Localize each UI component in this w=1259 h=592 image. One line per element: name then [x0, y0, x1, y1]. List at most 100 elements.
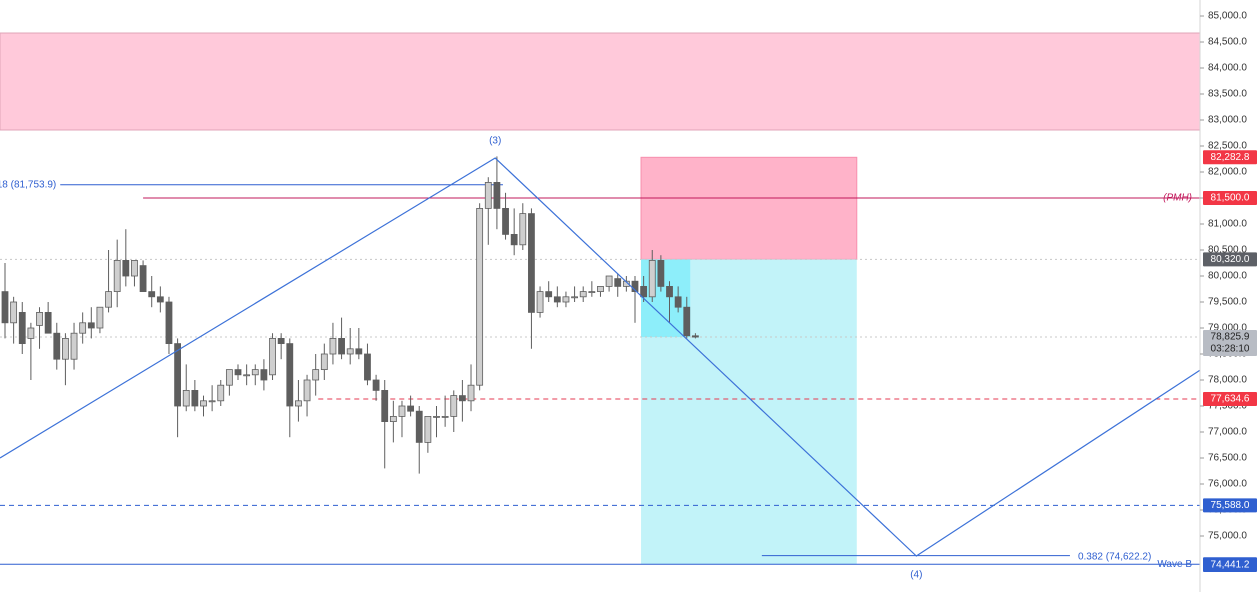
candle-body	[692, 335, 699, 338]
candle-body	[243, 374, 251, 377]
candle-body	[165, 301, 173, 345]
price-label-box	[1203, 252, 1257, 267]
candle-body	[510, 234, 518, 246]
candle-body	[458, 395, 466, 402]
candle-body	[10, 301, 18, 324]
candle-body	[329, 338, 337, 355]
candle-body	[87, 322, 95, 329]
candle-body	[36, 312, 43, 326]
price-label: 80,320.0	[1211, 254, 1250, 265]
candle-body	[148, 291, 156, 298]
filled-zone	[641, 259, 691, 338]
candle-body	[346, 348, 354, 355]
y-tick-label: 77,000.0	[1208, 427, 1247, 438]
candle-body	[528, 213, 535, 313]
wave-line	[0, 157, 1201, 557]
candle-body	[338, 338, 345, 355]
y-tick-label: 78,000.0	[1208, 375, 1247, 386]
candle-body	[277, 338, 285, 345]
candle-body	[96, 306, 104, 329]
candle-body	[139, 265, 147, 293]
candle-body	[320, 353, 328, 371]
stop-zone	[640, 156, 858, 260]
price-label-box	[1203, 150, 1257, 165]
candle-body	[597, 286, 604, 293]
price-sublabel: 03:28:10	[1211, 344, 1250, 355]
price-label: 78,825.9	[1211, 332, 1250, 343]
y-tick-label: 82,000.0	[1208, 167, 1247, 178]
candle-body	[18, 312, 26, 345]
candle-body	[217, 384, 225, 402]
candle-body	[234, 369, 242, 376]
y-tick-label: 76,500.0	[1208, 453, 1247, 464]
candle-body	[640, 286, 648, 298]
plot-area: (PMH) Wave B 2.618 (81,753.9) 0.382 (74,622…	[0, 32, 1201, 581]
y-tick-label: 80,500.0	[1208, 245, 1247, 256]
candle-body	[666, 286, 673, 298]
y-tick-label: 79,500.0	[1208, 297, 1247, 308]
candle-body	[493, 182, 501, 209]
price-label: 81,500.0	[1211, 193, 1250, 204]
candle-body	[269, 338, 276, 376]
candle-body	[545, 291, 553, 298]
candle-body	[657, 260, 665, 287]
candle-body	[467, 384, 475, 402]
candle-body	[122, 260, 130, 277]
price-label: 75,588.0	[1211, 500, 1250, 511]
candle-body	[476, 208, 484, 386]
candle-body	[53, 332, 61, 360]
candle-body	[398, 405, 406, 417]
fib-label: 0.382 (74,622.2)	[1078, 551, 1151, 562]
candle-body	[312, 369, 320, 381]
candle-body	[683, 306, 691, 337]
price-label-box	[1203, 330, 1257, 357]
candle-body	[372, 379, 380, 391]
candle-body	[260, 369, 268, 381]
candle-body	[208, 400, 216, 403]
candle-body	[415, 410, 423, 443]
candle-body	[27, 327, 35, 339]
candle-body	[562, 296, 570, 303]
supply-zone	[0, 32, 1201, 131]
candle-body	[191, 390, 199, 407]
candle-body	[364, 353, 371, 381]
candle-body	[62, 338, 69, 360]
y-tick-label: 79,000.0	[1208, 323, 1247, 334]
candle-body	[614, 278, 622, 287]
candle-body	[295, 400, 302, 407]
candle-body	[156, 296, 164, 303]
candle-body	[286, 343, 294, 407]
candle-body	[182, 390, 190, 407]
price-label-box	[1203, 191, 1257, 206]
candle-body	[553, 296, 561, 303]
y-tick-label: 76,000.0	[1208, 479, 1247, 490]
candle-body	[200, 400, 207, 407]
candle-body	[502, 208, 509, 235]
candle-body	[251, 369, 259, 376]
candle-body	[407, 405, 415, 412]
y-tick-label: 81,000.0	[1208, 219, 1247, 230]
wave-label: (4)	[910, 570, 922, 581]
price-label-box	[1203, 498, 1257, 513]
candle-body	[1, 291, 9, 324]
candle-body	[484, 182, 492, 209]
candle-body	[105, 291, 112, 308]
fib-label: 2.618 (81,753.9)	[0, 179, 56, 190]
candle-body	[44, 312, 52, 334]
price-label: 74,441.2	[1211, 560, 1250, 571]
price-label-box	[1203, 392, 1257, 407]
candle-body	[588, 291, 596, 294]
y-tick-label: 83,000.0	[1208, 115, 1247, 126]
y-tick-label: 85,000.0	[1208, 11, 1247, 22]
candle-body	[79, 322, 87, 334]
candle-body	[225, 369, 233, 386]
y-tick-label: 83,500.0	[1208, 89, 1247, 100]
level-label: Wave B	[1157, 559, 1192, 570]
candle-body	[519, 213, 527, 246]
price-label: 82,282.8	[1211, 152, 1250, 163]
y-tick-label: 84,500.0	[1208, 37, 1247, 48]
candle-body	[441, 416, 449, 418]
candle-body	[450, 395, 458, 417]
